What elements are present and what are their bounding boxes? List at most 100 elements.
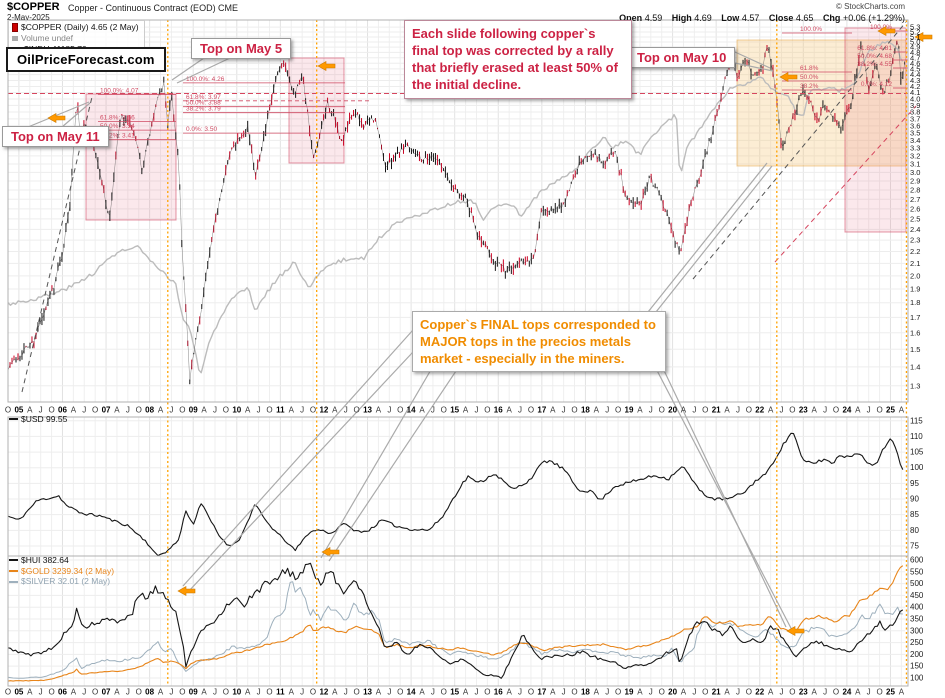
svg-text:2.7: 2.7 xyxy=(910,195,920,204)
svg-text:O: O xyxy=(615,688,621,697)
svg-text:16: 16 xyxy=(494,688,503,697)
svg-text:08: 08 xyxy=(145,406,154,415)
svg-text:J: J xyxy=(692,406,696,415)
svg-text:22: 22 xyxy=(755,406,764,415)
svg-text:O: O xyxy=(92,688,98,697)
svg-text:1.8: 1.8 xyxy=(910,298,920,307)
svg-text:O: O xyxy=(528,406,534,415)
svg-text:O: O xyxy=(615,406,621,415)
svg-text:A: A xyxy=(71,406,77,415)
svg-text:A: A xyxy=(681,406,687,415)
svg-text:4.6: 4.6 xyxy=(910,59,920,68)
svg-text:61.8%: 3.66: 61.8%: 3.66 xyxy=(100,115,135,122)
svg-text:A: A xyxy=(376,406,382,415)
svg-text:J: J xyxy=(736,406,740,415)
svg-text:O: O xyxy=(876,406,882,415)
svg-text:11: 11 xyxy=(276,688,285,697)
svg-text:J: J xyxy=(518,406,522,415)
svg-text:1.7: 1.7 xyxy=(910,313,920,322)
svg-text:14: 14 xyxy=(407,688,416,697)
svg-text:110: 110 xyxy=(910,432,923,441)
svg-text:38.2%: 38.2% xyxy=(800,83,819,90)
svg-text:100.0%: 4.26: 100.0%: 4.26 xyxy=(186,76,225,83)
svg-text:100: 100 xyxy=(910,463,924,472)
svg-text:17: 17 xyxy=(537,406,546,415)
svg-text:1.6: 1.6 xyxy=(910,328,920,337)
svg-text:A: A xyxy=(419,688,425,697)
svg-text:A: A xyxy=(245,688,251,697)
svg-text:4.0: 4.0 xyxy=(910,94,920,103)
svg-text:A: A xyxy=(158,406,164,415)
svg-text:O: O xyxy=(266,688,272,697)
svg-text:O: O xyxy=(397,406,403,415)
svg-text:A: A xyxy=(114,406,120,415)
svg-text:J: J xyxy=(300,406,304,415)
svg-text:100: 100 xyxy=(910,673,924,682)
svg-text:J: J xyxy=(39,406,43,415)
svg-text:O: O xyxy=(833,688,839,697)
svg-text:J: J xyxy=(431,688,435,697)
svg-text:J: J xyxy=(474,406,478,415)
svg-text:A: A xyxy=(332,406,338,415)
svg-text:O: O xyxy=(659,406,665,415)
svg-text:12: 12 xyxy=(319,688,328,697)
svg-text:J: J xyxy=(867,688,871,697)
svg-text:O: O xyxy=(266,406,272,415)
svg-text:A: A xyxy=(855,688,861,697)
svg-text:A: A xyxy=(812,688,818,697)
svg-text:13: 13 xyxy=(363,406,372,415)
svg-text:3.7: 3.7 xyxy=(910,114,920,123)
svg-text:A: A xyxy=(201,688,207,697)
svg-text:08: 08 xyxy=(145,688,154,697)
svg-text:A: A xyxy=(681,688,687,697)
svg-text:J: J xyxy=(562,688,566,697)
svg-text:3.4: 3.4 xyxy=(910,136,920,145)
svg-text:61.8%: 4.81: 61.8%: 4.81 xyxy=(857,45,892,52)
svg-text:O: O xyxy=(354,406,360,415)
svg-text:3.3: 3.3 xyxy=(910,144,920,153)
svg-text:150: 150 xyxy=(910,662,924,671)
svg-text:25: 25 xyxy=(886,406,895,415)
svg-text:A: A xyxy=(899,406,905,415)
svg-text:90: 90 xyxy=(910,495,919,504)
svg-text:J: J xyxy=(344,406,348,415)
svg-text:J: J xyxy=(126,406,130,415)
svg-text:A: A xyxy=(594,688,600,697)
svg-text:O: O xyxy=(223,688,229,697)
svg-text:09: 09 xyxy=(189,406,198,415)
svg-text:O: O xyxy=(876,688,882,697)
svg-text:A: A xyxy=(637,406,643,415)
svg-text:95: 95 xyxy=(910,479,919,488)
svg-text:24: 24 xyxy=(842,406,851,415)
svg-text:O: O xyxy=(48,688,54,697)
svg-text:12: 12 xyxy=(319,406,328,415)
svg-text:2.6: 2.6 xyxy=(910,204,920,213)
svg-text:06: 06 xyxy=(58,406,67,415)
svg-text:A: A xyxy=(637,688,643,697)
svg-text:3.2: 3.2 xyxy=(910,151,920,160)
svg-text:J: J xyxy=(780,406,784,415)
svg-text:2.1: 2.1 xyxy=(910,259,920,268)
svg-text:A: A xyxy=(71,688,77,697)
svg-text:O: O xyxy=(310,406,316,415)
svg-text:2.5: 2.5 xyxy=(910,214,920,223)
svg-text:5.0: 5.0 xyxy=(910,37,920,46)
svg-text:O: O xyxy=(702,688,708,697)
svg-text:24: 24 xyxy=(842,688,851,697)
svg-text:0.0%: 4.12: 0.0%: 4.12 xyxy=(861,81,892,88)
svg-text:A: A xyxy=(768,406,774,415)
svg-text:85: 85 xyxy=(910,510,919,519)
svg-text:J: J xyxy=(649,688,653,697)
svg-text:2.8: 2.8 xyxy=(910,185,920,194)
svg-text:3.8: 3.8 xyxy=(910,108,920,117)
svg-text:J: J xyxy=(431,406,435,415)
svg-text:3.0: 3.0 xyxy=(910,168,920,177)
svg-text:A: A xyxy=(550,406,556,415)
svg-text:O: O xyxy=(441,406,447,415)
svg-text:O: O xyxy=(528,688,534,697)
svg-text:A: A xyxy=(724,406,730,415)
svg-text:O: O xyxy=(702,406,708,415)
svg-text:O: O xyxy=(571,406,577,415)
svg-text:1.9: 1.9 xyxy=(910,284,920,293)
svg-text:A: A xyxy=(768,688,774,697)
